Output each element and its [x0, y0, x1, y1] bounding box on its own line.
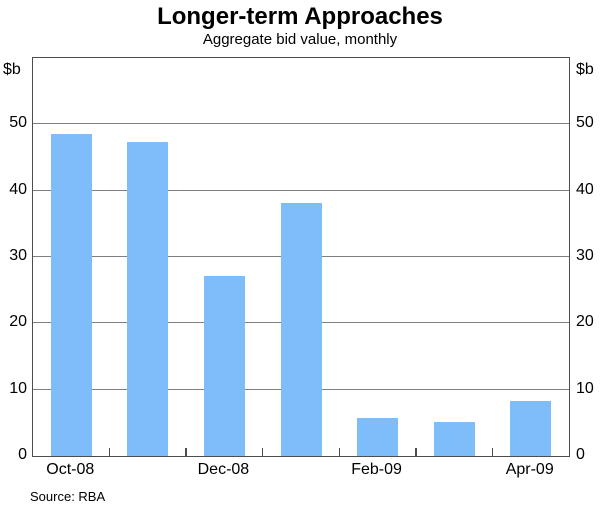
y-axis-label-right-40: 40: [576, 180, 594, 198]
x-axis-label-Dec-08: Dec-08: [197, 461, 250, 478]
y-axis-label-right-50: 50: [576, 114, 594, 132]
bar-Feb-09: [357, 417, 399, 456]
y-axis-unit-right: $b: [576, 61, 594, 78]
bar-Mar-09: [433, 421, 475, 456]
x-axis-label-Oct-08: Oct-08: [46, 461, 95, 478]
y-axis-unit-left: $b: [3, 61, 21, 78]
x-axis-tick: [338, 448, 341, 456]
y-axis-label-left-10: 10: [9, 379, 27, 397]
bar-Oct-08: [50, 134, 92, 456]
x-axis-tick: [261, 448, 264, 456]
x-axis-tick: [491, 448, 494, 456]
source-note: Source: RBA: [30, 489, 106, 504]
gridline-40: [33, 189, 569, 191]
y-axis-label-left-50: 50: [9, 114, 27, 132]
y-axis-label-right-10: 10: [576, 379, 594, 397]
y-axis-label-left-40: 40: [9, 180, 27, 198]
x-axis-label-Apr-09: Apr-09: [505, 461, 554, 478]
x-axis-label-Feb-09: Feb-09: [351, 461, 402, 478]
chart-subtitle: Aggregate bid value, monthly: [202, 31, 398, 48]
y-axis-label-left-20: 20: [9, 313, 27, 331]
y-axis-label-right-0: 0: [576, 446, 585, 463]
y-axis-label-right-30: 30: [576, 247, 594, 264]
bar-Dec-08: [203, 275, 245, 456]
bar-Apr-09: [510, 400, 552, 456]
x-axis-tick: [108, 448, 111, 456]
y-axis-label-right-20: 20: [576, 313, 594, 331]
plot-area: [32, 57, 570, 457]
y-axis-label-left-0: 0: [18, 446, 27, 463]
bar-Jan-09: [280, 203, 322, 456]
chart-title: Longer-term Approaches: [157, 3, 443, 30]
gridline-50: [33, 123, 569, 125]
y-axis-label-left-30: 30: [9, 247, 27, 264]
x-axis-tick: [415, 448, 417, 456]
x-axis-tick: [185, 448, 187, 456]
bar-Nov-08: [127, 141, 169, 456]
